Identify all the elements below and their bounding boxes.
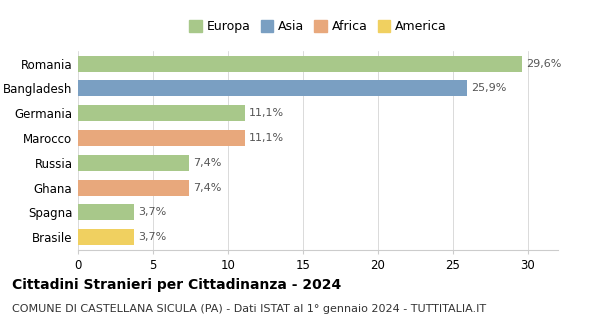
Bar <box>78 105 245 121</box>
Text: 3,7%: 3,7% <box>138 207 166 217</box>
Bar <box>78 204 133 220</box>
Bar <box>78 56 522 72</box>
Text: 7,4%: 7,4% <box>193 183 222 193</box>
Bar <box>78 155 189 171</box>
Text: 11,1%: 11,1% <box>249 108 284 118</box>
Text: 3,7%: 3,7% <box>138 232 166 242</box>
Text: 7,4%: 7,4% <box>193 158 222 168</box>
Text: 25,9%: 25,9% <box>471 84 506 93</box>
Bar <box>78 229 133 245</box>
Bar <box>78 80 467 96</box>
Text: 29,6%: 29,6% <box>527 59 562 68</box>
Legend: Europa, Asia, Africa, America: Europa, Asia, Africa, America <box>187 18 449 36</box>
Bar <box>78 130 245 146</box>
Text: 11,1%: 11,1% <box>249 133 284 143</box>
Bar <box>78 180 189 196</box>
Text: Cittadini Stranieri per Cittadinanza - 2024: Cittadini Stranieri per Cittadinanza - 2… <box>12 278 341 292</box>
Text: COMUNE DI CASTELLANA SICULA (PA) - Dati ISTAT al 1° gennaio 2024 - TUTTITALIA.IT: COMUNE DI CASTELLANA SICULA (PA) - Dati … <box>12 304 486 314</box>
